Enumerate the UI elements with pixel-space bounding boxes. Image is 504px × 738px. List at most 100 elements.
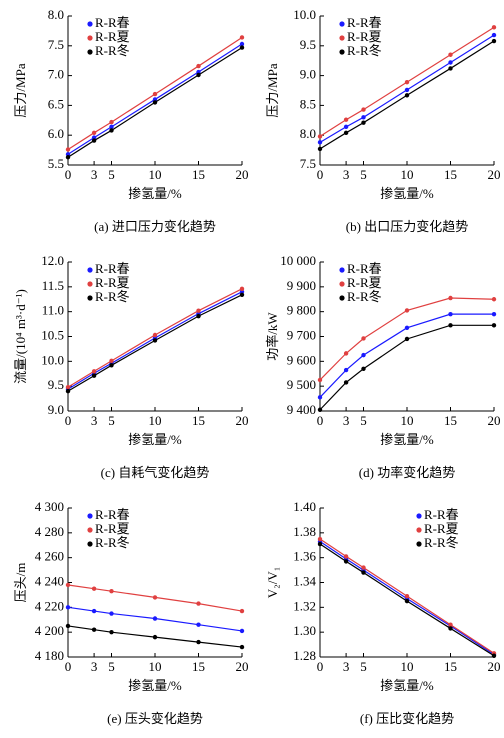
- data-point: [109, 611, 114, 616]
- data-point: [317, 536, 323, 542]
- data-point: [317, 395, 323, 400]
- data-point: [491, 297, 497, 302]
- series-line: [67, 606, 243, 632]
- data-point: [152, 91, 158, 97]
- x-axis-label: 掺氢量/%: [380, 678, 434, 693]
- legend-label: R-R春: [95, 261, 130, 276]
- y-axis-label: 压力/MPa: [265, 63, 280, 117]
- data-point: [109, 128, 114, 133]
- data-point: [109, 358, 114, 364]
- y-tick-label: 5.5: [48, 156, 64, 171]
- legend-label: R-R夏: [424, 521, 459, 536]
- data-point: [91, 138, 97, 143]
- x-tick-label: 5: [108, 413, 115, 428]
- x-axis-label: 掺氢量/%: [380, 186, 434, 201]
- y-tick-label: 4 260: [35, 549, 64, 564]
- data-point: [317, 146, 323, 152]
- data-point: [91, 627, 97, 632]
- data-point: [404, 325, 410, 331]
- data-point: [361, 115, 366, 120]
- data-point: [196, 313, 201, 319]
- data-point: [152, 338, 158, 343]
- x-tick-label: 5: [360, 659, 367, 674]
- y-tick-label: 10.0: [293, 7, 316, 22]
- x-tick-label: 0: [317, 413, 324, 428]
- y-tick-label: 11.0: [42, 303, 64, 318]
- series-line: [319, 543, 495, 657]
- data-point: [361, 565, 366, 570]
- chart-title: (b) 出口压力变化趋势: [346, 219, 468, 234]
- legend-marker: [339, 49, 345, 55]
- data-point: [109, 119, 114, 125]
- legend-label: R-R夏: [95, 275, 130, 290]
- y-tick-label: 9.5: [300, 37, 316, 52]
- y-tick-label: 1.30: [293, 623, 316, 638]
- series-line: [67, 584, 243, 612]
- x-tick-label: 20: [236, 659, 249, 674]
- y-tick-label: 10 000: [280, 253, 316, 268]
- data-point: [239, 286, 245, 292]
- series-line: [319, 313, 494, 398]
- data-point: [404, 79, 410, 85]
- data-point: [152, 616, 158, 621]
- series-line: [319, 26, 495, 137]
- x-tick-label: 15: [444, 413, 457, 428]
- legend-label: R-R夏: [95, 29, 130, 44]
- data-point: [196, 72, 201, 78]
- legend-marker: [416, 513, 422, 519]
- chart-title: (c) 自耗气变化趋势: [101, 465, 210, 480]
- chart-title: (e) 压头变化趋势: [107, 711, 203, 726]
- y-axis-label: 压力/MPa: [13, 63, 28, 117]
- x-tick-label: 3: [343, 167, 350, 182]
- data-point: [317, 541, 323, 547]
- data-point: [448, 323, 453, 328]
- data-point: [65, 384, 71, 390]
- data-point: [239, 292, 245, 297]
- legend-label: R-R夏: [347, 29, 382, 44]
- y-tick-label: 8.0: [300, 126, 316, 141]
- series-line: [67, 294, 243, 392]
- data-point: [239, 644, 245, 650]
- data-point: [65, 605, 71, 610]
- legend-label: R-R冬: [347, 43, 382, 58]
- data-point: [491, 311, 497, 317]
- series-line: [67, 47, 243, 158]
- data-point: [109, 124, 114, 130]
- y-tick-label: 4 200: [35, 623, 64, 638]
- y-tick-label: 9 400: [287, 402, 316, 417]
- data-point: [343, 380, 349, 385]
- legend-label: R-R夏: [95, 521, 130, 536]
- y-tick-label: 7.5: [300, 156, 316, 171]
- data-point: [343, 130, 349, 136]
- data-point: [109, 629, 114, 635]
- data-point: [65, 582, 71, 588]
- x-tick-label: 0: [317, 167, 324, 182]
- data-point: [491, 32, 497, 38]
- data-point: [239, 608, 245, 614]
- data-point: [404, 87, 410, 93]
- y-tick-label: 9 800: [287, 303, 316, 318]
- legend-marker: [416, 541, 422, 547]
- data-point: [448, 295, 453, 301]
- legend-marker: [339, 295, 345, 301]
- x-axis-label: 掺氢量/%: [128, 432, 182, 447]
- series-line: [67, 291, 243, 390]
- data-point: [239, 35, 245, 40]
- data-point: [343, 351, 349, 356]
- y-tick-label: 4 300: [35, 499, 64, 514]
- x-tick-label: 3: [91, 659, 98, 674]
- x-axis-label: 掺氢量/%: [380, 432, 434, 447]
- legend-marker: [87, 527, 93, 533]
- x-tick-label: 3: [343, 659, 350, 674]
- series-line: [319, 40, 495, 150]
- y-tick-label: 11.5: [42, 278, 64, 293]
- x-tick-label: 15: [444, 659, 457, 674]
- x-tick-label: 3: [91, 167, 98, 182]
- legend-marker: [87, 281, 93, 287]
- data-point: [239, 628, 245, 634]
- data-point: [404, 308, 410, 313]
- y-tick-label: 6.5: [48, 96, 64, 111]
- legend-marker: [87, 541, 93, 547]
- y-tick-label: 8.5: [300, 96, 316, 111]
- data-point: [239, 45, 245, 50]
